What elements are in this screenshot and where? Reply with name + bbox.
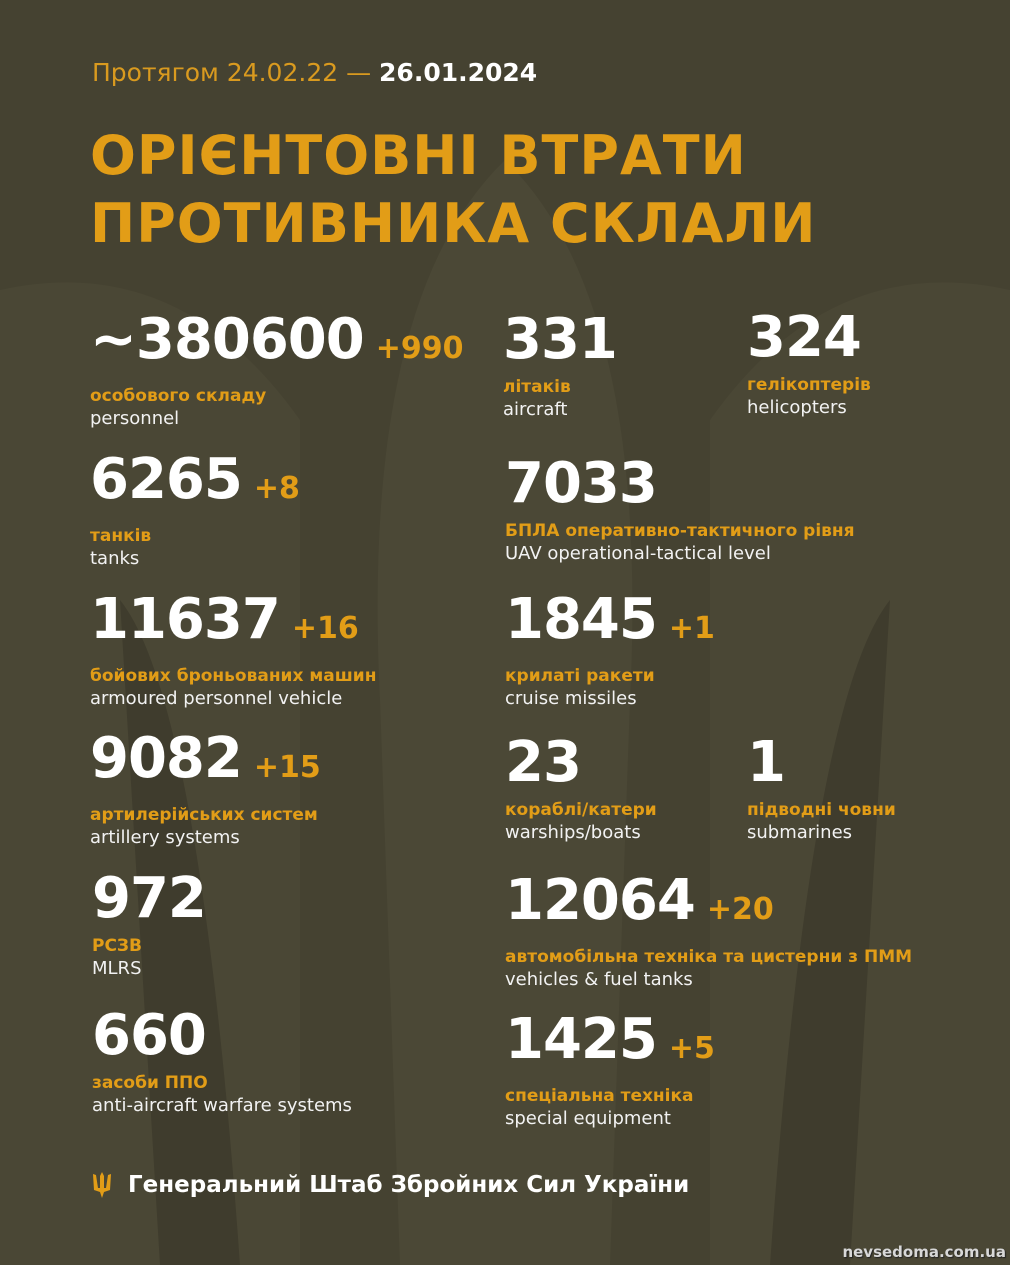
stat-label-uk: підводні човни (747, 800, 896, 820)
stat-label-en: armoured personnel vehicle (90, 688, 343, 709)
stat-value: 1425 (505, 1007, 658, 1072)
stat-value: 9082 (90, 726, 243, 791)
stat-label-en: vehicles & fuel tanks (505, 969, 693, 990)
stat-label-en: tanks (90, 548, 140, 569)
stat-delta: +16 (291, 611, 359, 646)
stat-value: 23 (505, 730, 582, 795)
stat-label-uk: бойових броньованих машин (90, 666, 377, 686)
period: Протягом 24.02.22 — 26.01.2024 (92, 58, 537, 87)
stat-value: ~380600 (90, 307, 365, 372)
stat-value: 11637 (90, 587, 281, 652)
stat-delta: +990 (375, 331, 464, 366)
stat-value: 6265 (90, 447, 243, 512)
stat-label-uk: артилерійських систем (90, 805, 318, 825)
stat-warships: 23 кораблі/катери warships/boats (505, 735, 657, 845)
stat-value: 324 (747, 305, 862, 370)
page-title: ОРІЄНТОВНІ ВТРАТИ ПРОТИВНИКА СКЛАЛИ (90, 122, 816, 258)
footer-text: Генеральний Штаб Збройних Сил України (128, 1172, 690, 1198)
stat-label-en: special equipment (505, 1108, 671, 1129)
stat-label-uk: РСЗВ (92, 936, 142, 956)
period-prefix: Протягом 24.02.22 — (92, 58, 372, 87)
stat-cruise-missiles: 1845 +1 крилаті ракети cruise missiles (505, 592, 715, 711)
stat-value: 1845 (505, 587, 658, 652)
stat-value: 972 (92, 866, 207, 931)
stat-label-uk: гелікоптерів (747, 375, 871, 395)
stat-label-uk: крилаті ракети (505, 666, 655, 686)
stat-label-uk: спеціальна техніка (505, 1086, 694, 1106)
stat-label-uk: автомобільна техніка та цистерни з ПММ (505, 947, 913, 967)
stat-value: 331 (503, 307, 618, 372)
stat-label-en: artillery systems (90, 827, 240, 848)
stat-label-en: MLRS (92, 958, 142, 979)
stat-apv: 11637 +16 бойових броньованих машин armoure… (90, 592, 376, 711)
stat-special-equipment: 1425 +5 спеціальна техніка special equipmen… (505, 1012, 715, 1131)
stat-tanks: 6265 +8 танків tanks (90, 452, 300, 571)
stat-value: 12064 (505, 868, 696, 933)
stat-label-en: anti-aircraft warfare systems (92, 1095, 352, 1116)
stat-air-defense: 660 засоби ППО anti-aircraft warfare syste… (92, 1008, 352, 1118)
footer: Генеральний Штаб Збройних Сил України (92, 1172, 689, 1198)
period-date: 26.01.2024 (379, 58, 538, 87)
stat-delta: +1 (668, 611, 715, 646)
stat-label-en: warships/boats (505, 822, 641, 843)
stat-delta: +15 (253, 750, 321, 785)
stat-delta: +20 (706, 892, 774, 927)
stat-personnel: ~380600 +990 особового складу personnel (90, 312, 463, 431)
stat-value: 7033 (505, 451, 658, 516)
stat-value: 1 (747, 730, 786, 795)
stat-delta: +8 (253, 471, 300, 506)
stat-uav: 7033 БПЛА оперативно-тактичного рівня UAV … (505, 456, 855, 566)
stat-label-en: aircraft (503, 399, 568, 420)
stat-submarines: 1 підводні човни submarines (747, 735, 896, 845)
stat-label-en: helicopters (747, 397, 847, 418)
stat-label-uk: кораблі/катери (505, 800, 657, 820)
stat-helicopters: 324 гелікоптерів helicopters (747, 310, 871, 420)
stat-label-en: submarines (747, 822, 853, 843)
stat-mlrs: 972 РСЗВ MLRS (92, 871, 207, 981)
stat-label-uk: особового складу (90, 386, 267, 406)
stat-value: 660 (92, 1003, 207, 1068)
stat-label-en: UAV operational-tactical level (505, 543, 771, 564)
stat-label-en: cruise missiles (505, 688, 637, 709)
stat-delta: +5 (668, 1031, 715, 1066)
stat-vehicles: 12064 +20 автомобільна техніка та цистерни… (505, 873, 912, 992)
stat-aircraft: 331 літаків aircraft (503, 312, 618, 422)
stat-label-en: personnel (90, 408, 180, 429)
title-line-1: ОРІЄНТОВНІ ВТРАТИ (90, 124, 747, 187)
title-line-2: ПРОТИВНИКА СКЛАЛИ (90, 192, 817, 255)
stat-label-uk: танків (90, 526, 152, 546)
trident-icon (93, 1172, 111, 1198)
stat-label-uk: літаків (503, 377, 571, 397)
stat-label-uk: БПЛА оперативно-тактичного рівня (505, 521, 855, 541)
stat-label-uk: засоби ППО (92, 1073, 208, 1093)
watermark: nevsedoma.com.ua (842, 1243, 1006, 1261)
stat-artillery: 9082 +15 артилерійських систем artillery sy… (90, 731, 321, 850)
